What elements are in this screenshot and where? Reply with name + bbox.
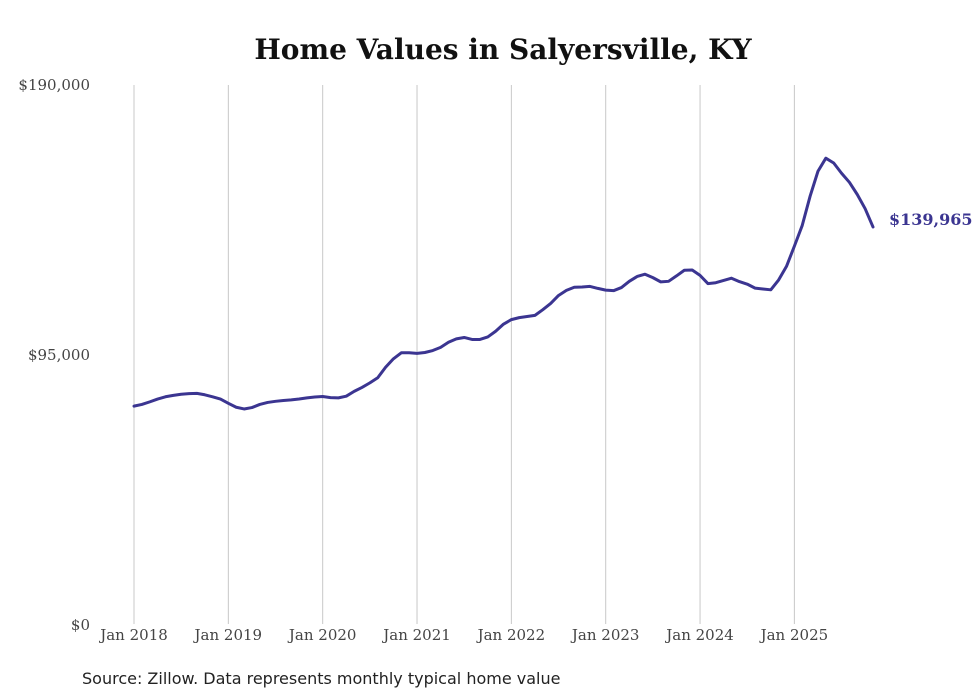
x-axis-ticks: Jan 2018 Jan 2019 Jan 2020 Jan 2021 Jan 2022…: [98, 626, 828, 644]
home-value-line: [132, 156, 875, 411]
latest-value-label: $139,965: [889, 210, 973, 229]
x-tick-label-2025: Jan 2025: [759, 626, 829, 644]
gridlines: [133, 85, 795, 624]
x-tick-label-2024: Jan 2024: [664, 626, 734, 644]
y-tick-label-0: $0: [71, 616, 90, 634]
x-tick-label-2019: Jan 2019: [193, 626, 263, 644]
x-tick-label-2023: Jan 2023: [570, 626, 640, 644]
chart-title: Home Values in Salyersville, KY: [254, 33, 752, 66]
x-tick-label-2020: Jan 2020: [287, 626, 357, 644]
x-tick-label-2021: Jan 2021: [381, 626, 451, 644]
source-note: Source: Zillow. Data represents monthly …: [82, 669, 560, 688]
y-tick-label-95000: $95,000: [28, 346, 90, 364]
x-tick-label-2018: Jan 2018: [98, 626, 168, 644]
x-tick-label-2022: Jan 2022: [476, 626, 546, 644]
y-tick-label-190000: $190,000: [18, 76, 90, 94]
